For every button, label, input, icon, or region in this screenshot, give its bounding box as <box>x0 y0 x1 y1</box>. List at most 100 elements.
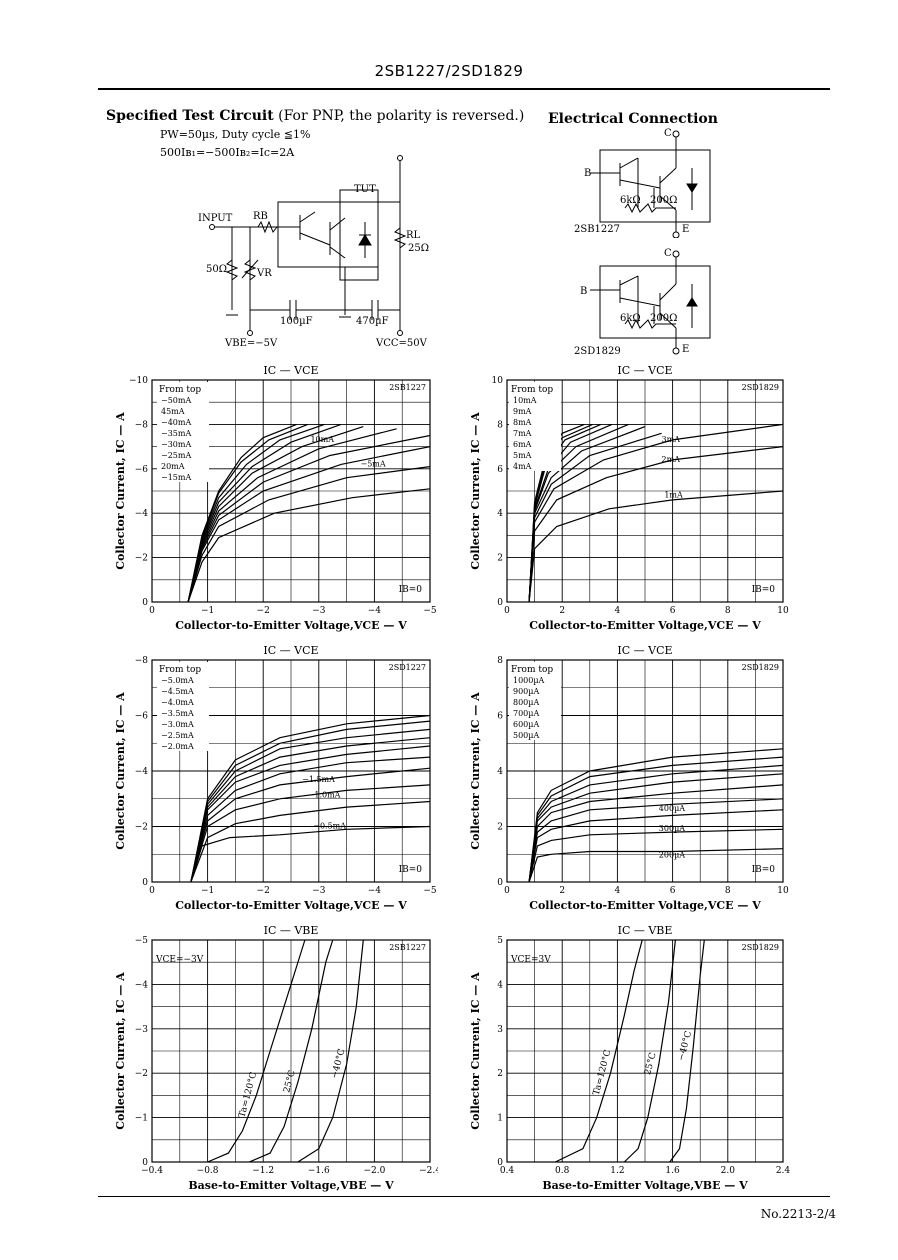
chart-title: IC — VCE <box>263 644 318 657</box>
y-tick-label: −2 <box>135 554 148 564</box>
legend-item: 9mA <box>513 407 532 416</box>
curve-annotation: 300µA <box>659 824 685 833</box>
vbe-label: VBE=−5V <box>225 338 278 349</box>
legend-item: 10mA <box>513 396 537 405</box>
x-tick-label: 1.6 <box>665 1166 680 1176</box>
x-tick-label: 0 <box>149 886 155 896</box>
series-line-6 <box>187 434 431 603</box>
x-tick-label: −0.8 <box>197 1166 219 1176</box>
y-tick-label: 8 <box>497 420 503 430</box>
y-tick-label: 6 <box>497 465 503 475</box>
y-tick-label: −5 <box>135 936 149 946</box>
chart-title: IC — VBE <box>264 924 319 937</box>
y-axis-label: Collector Current, IC — A <box>469 972 482 1130</box>
y-tick-label: −3 <box>135 1025 149 1035</box>
y-tick-label: 2 <box>497 823 503 833</box>
legend-item: 4mA <box>513 462 532 471</box>
y-tick-label: −8 <box>135 656 149 666</box>
chart-d-vce2: 0 2 4 6 8 10 0 2 4 6 8 IC — VCE 2SD1829 Collector-to-… <box>469 644 789 912</box>
test-circuit-diagram <box>209 155 407 336</box>
pulse-width-line: PW=50µs, Duty cycle ≦1% <box>160 128 311 141</box>
legend-item: −50mA <box>161 396 191 405</box>
part-label: 2SD1829 <box>742 943 779 952</box>
y-tick-label: −2 <box>135 1069 148 1079</box>
ib-note: IB=0 <box>752 585 776 595</box>
x-tick-label: 0 <box>504 886 510 896</box>
y-tick-label: 0 <box>497 598 503 608</box>
legend-item: −3.0mA <box>161 720 194 729</box>
legend-item: 900µA <box>513 687 539 696</box>
series-line-1 <box>623 939 676 1163</box>
x-tick-label: 0 <box>149 606 155 616</box>
x-tick-label: 6 <box>670 606 676 616</box>
curve-annotation: −1.5mA <box>302 775 335 784</box>
legend-title: From top <box>511 665 553 675</box>
legend-item: −30mA <box>161 440 191 449</box>
x-tick-label: 4 <box>615 606 621 616</box>
y-axis-label: Collector Current, IC — A <box>469 692 482 850</box>
input-label: INPUT <box>198 213 233 224</box>
x-tick-label: 6 <box>670 886 676 896</box>
x-tick-label: −5 <box>423 886 437 896</box>
vr-label: VR <box>257 268 272 279</box>
x-tick-label: −4 <box>368 886 382 896</box>
y-tick-label: −8 <box>135 420 149 430</box>
legend-item: −35mA <box>161 429 191 438</box>
curve-annotation: 1mA <box>664 491 683 500</box>
y-tick-label: 8 <box>497 656 503 666</box>
conn1-r1-label: 6kΩ <box>620 195 641 206</box>
conn1-r2-label: 200Ω <box>650 195 678 206</box>
x-tick-label: 2 <box>559 886 565 896</box>
x-tick-label: −1 <box>201 606 214 616</box>
connection-diagram-2sd1829 <box>590 250 711 355</box>
x-axis-label: Collector-to-Emitter Voltage,VCE — V <box>529 619 761 632</box>
series-line-1 <box>190 720 431 883</box>
series-line-6 <box>528 809 784 883</box>
legend-item: 8mA <box>513 418 532 427</box>
part-label: 2SD1227 <box>389 663 426 672</box>
legend-item: 800µA <box>513 698 539 707</box>
series-line-5 <box>528 798 784 883</box>
y-tick-label: −4 <box>135 509 149 519</box>
x-tick-label: −1 <box>201 886 214 896</box>
legend-item: −4.5mA <box>161 687 194 696</box>
series-line-1 <box>249 939 334 1163</box>
x-tick-label: −1.2 <box>252 1166 274 1176</box>
x-tick-label: 2.4 <box>776 1166 791 1176</box>
x-tick-label: 8 <box>725 606 731 616</box>
x-axis-label: Base-to-Emitter Voltage,VBE — V <box>542 1179 748 1192</box>
chart-b-vce: 0 −1 −2 −3 −4 −5 0 −2 −4 −6 −8 −10 IC — VCE 2SB1227 Co… <box>114 364 437 632</box>
legend-item: −5.0mA <box>161 676 194 685</box>
y-tick-label: −6 <box>135 712 149 722</box>
curve-annotation: 2mA <box>662 455 681 464</box>
y-tick-label: 4 <box>497 767 503 777</box>
x-axis-label: Collector-to-Emitter Voltage,VCE — V <box>175 899 407 912</box>
vcc-label: VCC=50V <box>376 338 427 349</box>
x-tick-label: −0.4 <box>141 1166 163 1176</box>
c470-label: 470µF <box>356 316 389 327</box>
document-header: 2SB1227/2SD1829 <box>374 62 524 80</box>
x-tick-label: −1.6 <box>308 1166 330 1176</box>
series-line-2 <box>669 939 705 1163</box>
curve-annotation: −5mA <box>361 460 386 469</box>
y-tick-label: 0 <box>497 1158 503 1168</box>
y-tick-label: 0 <box>142 878 148 888</box>
y-tick-label: 2 <box>497 554 503 564</box>
legend-bg <box>509 382 561 471</box>
x-tick-label: 2.0 <box>721 1166 736 1176</box>
y-tick-label: −6 <box>135 465 149 475</box>
conn2-b-label: B <box>580 286 588 297</box>
c100-label: 100µF <box>280 316 313 327</box>
y-tick-label: 3 <box>497 1025 503 1035</box>
y-axis-label: Collector Current, IC — A <box>114 972 127 1130</box>
series-line-8 <box>190 800 431 883</box>
chart-title: IC — VCE <box>617 364 672 377</box>
chart-d-vbe: 0.4 0.8 1.2 1.6 2.0 2.4 0 1 2 3 4 5 IC — VBE 2SD1829 V… <box>469 924 791 1192</box>
series-line-7 <box>190 784 431 883</box>
curve-annotation: 10mA <box>310 435 334 444</box>
series-line-3 <box>528 773 784 883</box>
rl-label: RL <box>406 230 421 241</box>
conn1-part-label: 2SB1227 <box>574 224 621 235</box>
y-tick-label: 5 <box>497 936 503 946</box>
connection-diagram-2sb1227 <box>590 130 711 238</box>
